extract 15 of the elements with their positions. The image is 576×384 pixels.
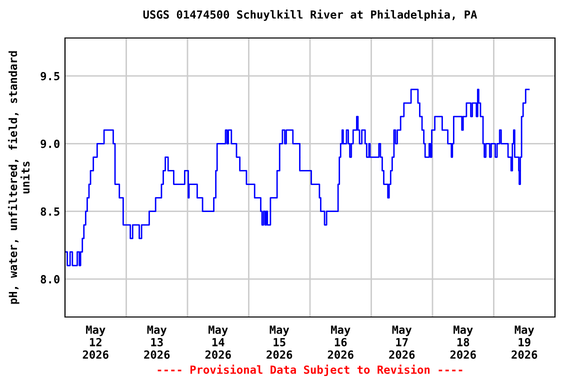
y-tick-label: 9.5 [40,72,60,80]
x-tick-label: May 19 2026 [512,326,538,359]
x-tick-label: May 18 2026 [450,326,476,359]
chart-title: USGS 01474500 Schuylkill River at Philadelphia, PA [143,10,478,21]
x-tick-label: May 15 2026 [266,326,292,359]
y-tick-label: 8.5 [40,207,60,216]
x-tick-label: May 17 2026 [389,326,415,359]
x-tick-label: May 13 2026 [144,326,170,359]
y-tick-label: 8.0 [40,275,60,284]
x-tick-label: May 14 2026 [205,326,231,359]
x-tick-label: May 16 2026 [328,326,354,359]
y-axis-title: pH, water, unfiltered, field, standard units [8,51,30,304]
y-tick-label: 9.0 [40,140,60,148]
x-tick-label: May 12 2026 [82,326,108,359]
text: ---- Provisional Data Subject to Revision ---- [158,364,462,376]
